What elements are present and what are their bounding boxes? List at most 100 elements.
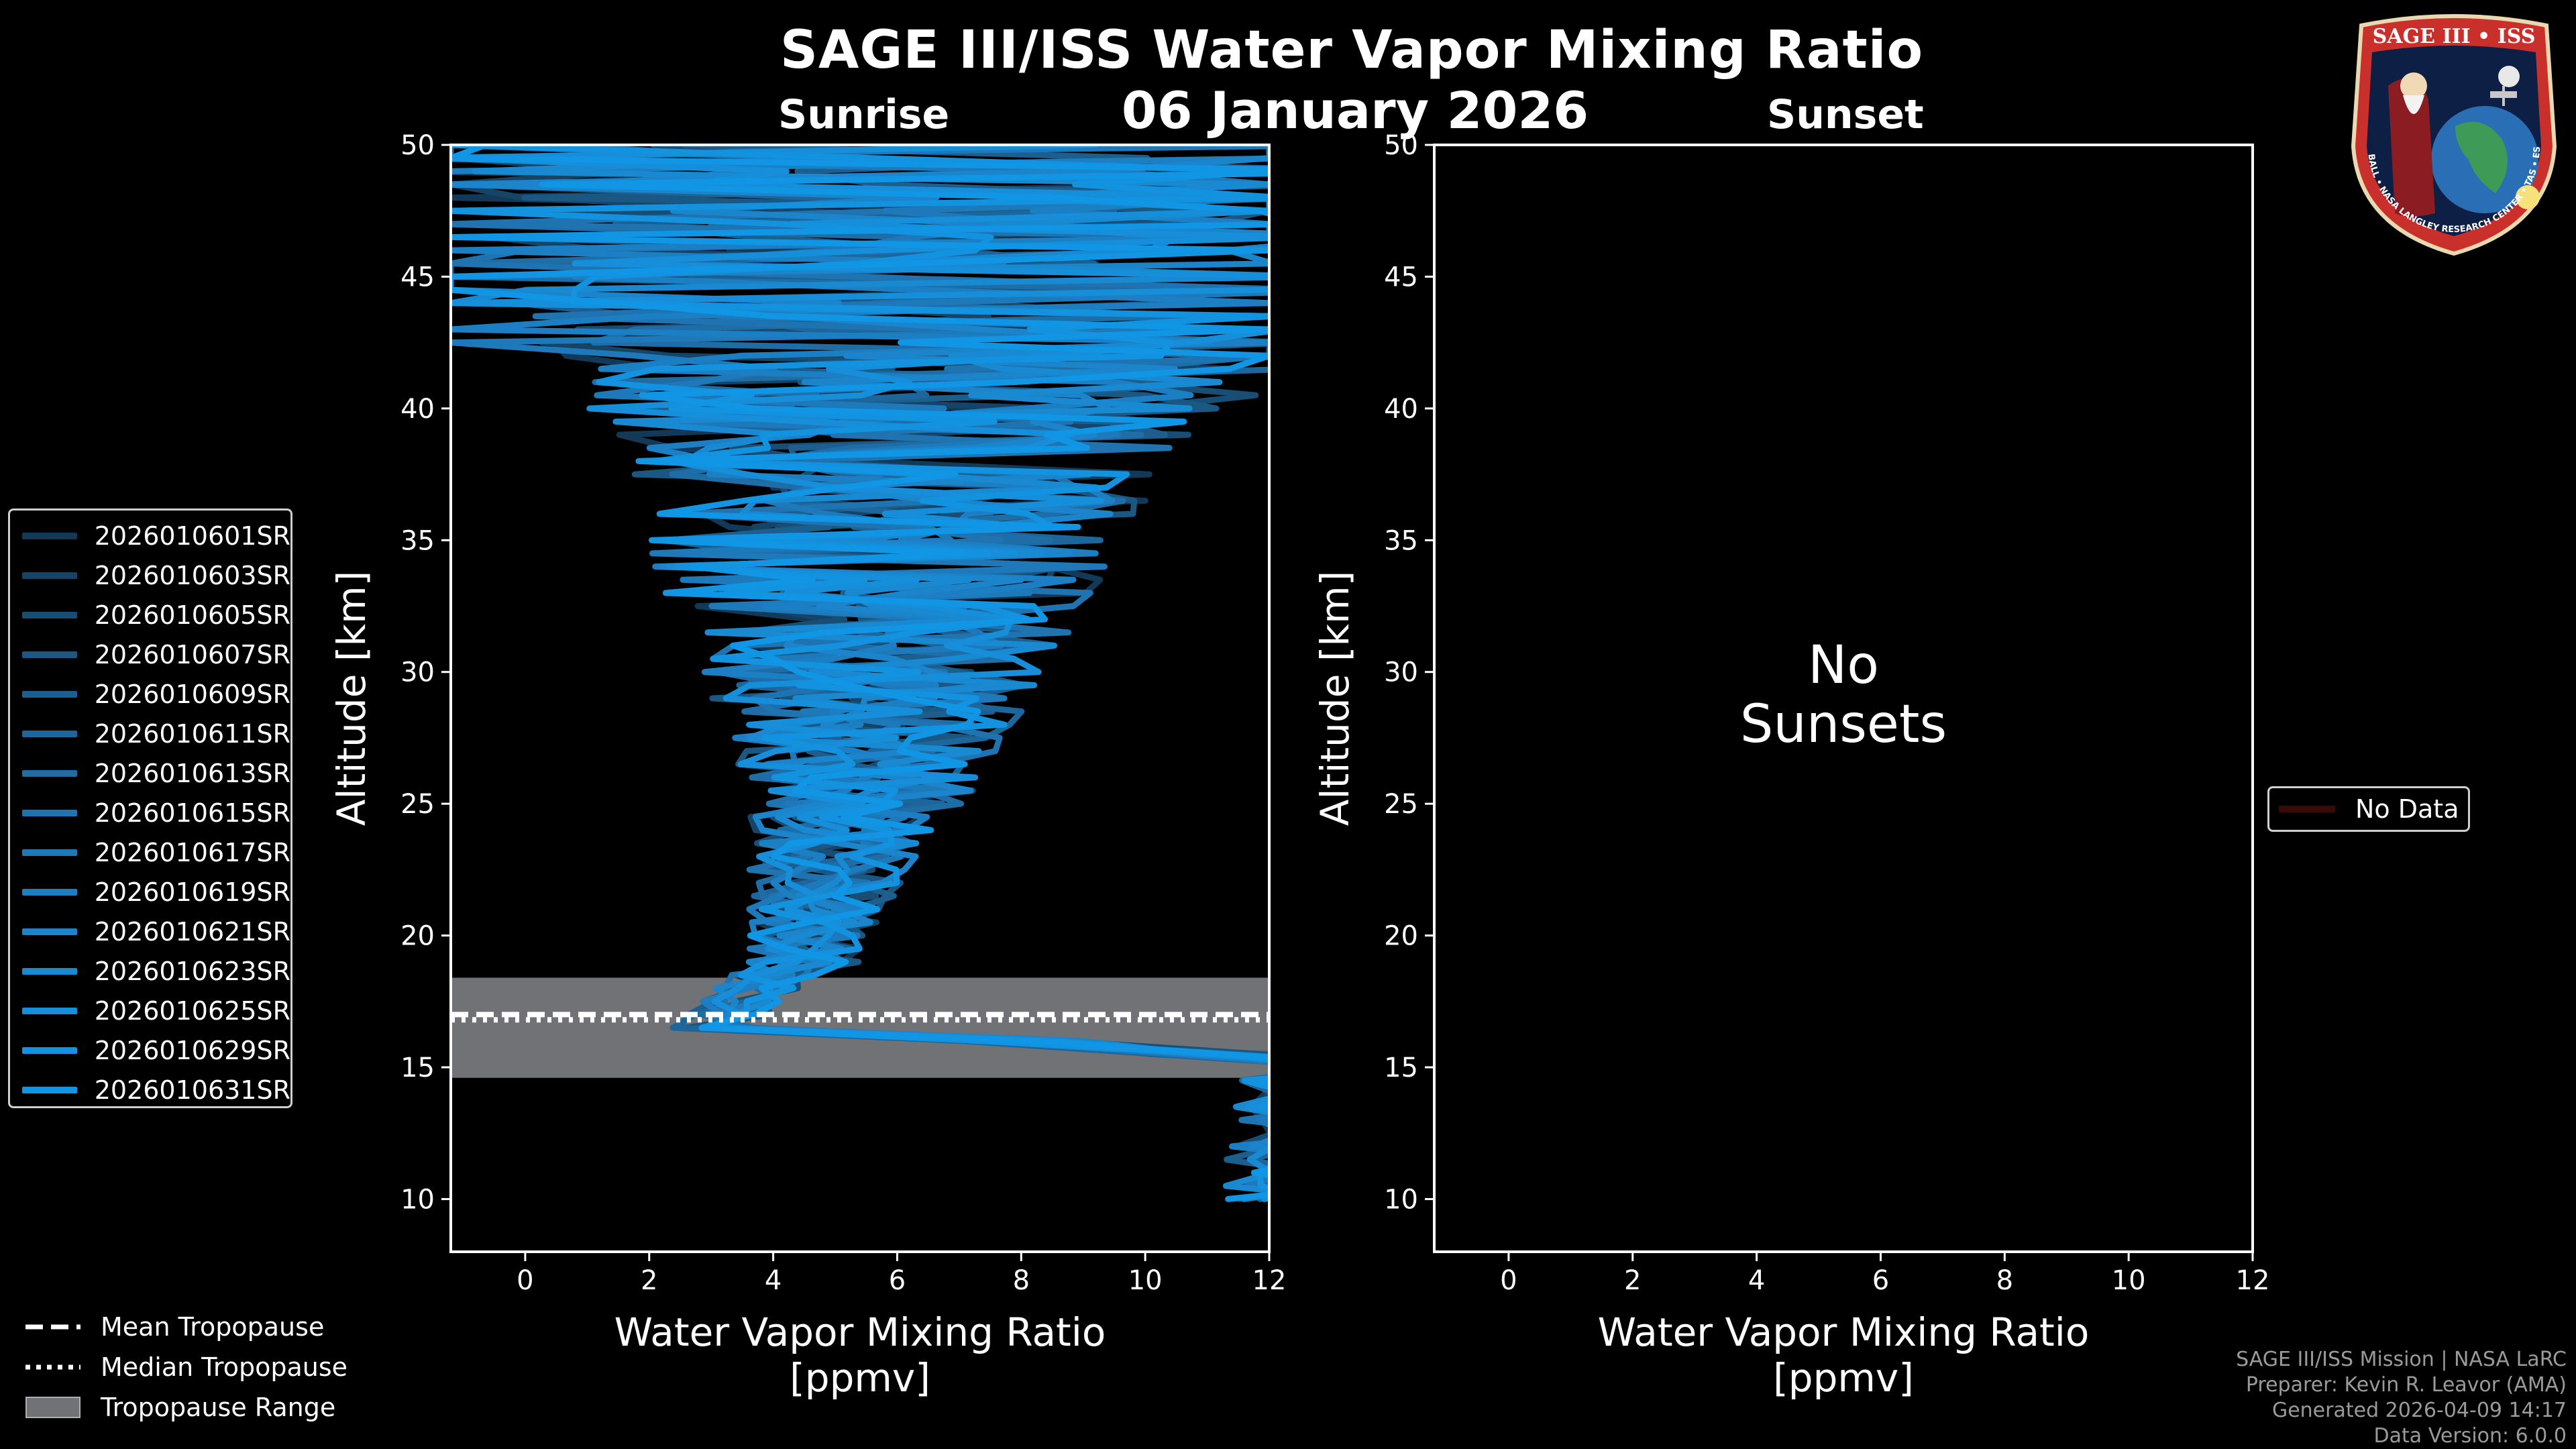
legend-item-2026010619SR: 2026010619SR [10, 872, 290, 912]
legend-swatch [22, 967, 77, 975]
legend-label: 2026010615SR [94, 798, 290, 828]
plot-area [451, 145, 1269, 1202]
x-tick-label: 12 [1252, 1265, 1287, 1296]
plot-frame [1433, 144, 2254, 1253]
logo-title-text: SAGE III • ISS [2373, 25, 2536, 48]
legend-label: 2026010613SR [94, 758, 290, 788]
no-data-label: No Data [2355, 794, 2459, 824]
legend-swatch [22, 651, 77, 658]
legend-item-2026010601SR: 2026010601SR [10, 516, 290, 555]
legend-swatch [22, 928, 77, 935]
y-tick-label: 30 [400, 657, 435, 688]
legend-label: 2026010601SR [94, 521, 290, 551]
mean-tropopause-label: Mean Tropopause [101, 1312, 325, 1342]
y-tick-label: 50 [1384, 130, 1418, 161]
y-tick-label: 20 [1384, 921, 1418, 952]
legend-label: 2026010609SR [94, 679, 290, 709]
legend-swatch [22, 611, 77, 619]
y-tick-label: 35 [400, 525, 435, 556]
chart-title: SAGE III/ISS Water Vapor Mixing Ratio [780, 20, 1924, 80]
tropopause-range-band [451, 977, 1269, 1078]
legend-item-2026010615SR: 2026010615SR [10, 793, 290, 833]
tropopause-legend: Mean Tropopause Median Tropopause Tropop… [25, 1307, 347, 1428]
tropopause-range-label: Tropopause Range [101, 1393, 336, 1422]
y-axis-label: Altitude [km] [1312, 571, 1358, 826]
x-tick-label: 6 [889, 1265, 906, 1296]
panel-sunset: 0 2 4 6 8 10 12 10 15 20 25 30 35 40 45 50 Water Vapor M… [1312, 130, 2269, 1401]
legend-item-2026010603SR: 2026010603SR [10, 555, 290, 595]
sage-iii-mission-logo: SAGE III • ISS BALL • NASA LANGLEY RESEA… [2341, 12, 2557, 256]
legend-label: 2026010621SR [94, 916, 290, 947]
legend-item-2026010629SR: 2026010629SR [10, 1030, 290, 1070]
x-axis-label: [ppmv] [1773, 1355, 1914, 1401]
chart-date: 06 January 2026 [1121, 80, 1589, 140]
y-tick-label: 45 [1384, 262, 1418, 292]
x-tick-label: 8 [1996, 1265, 2013, 1296]
y-tick-label: 40 [400, 394, 435, 425]
legend-item-2026010609SR: 2026010609SR [10, 674, 290, 714]
sunset-legend: No Data [2267, 786, 2470, 832]
panel-sunrise: 0 2 4 6 8 10 12 10 15 20 25 30 35 40 45 50 Water Vapor M… [329, 130, 1287, 1401]
series-line-2026010631SR [451, 145, 1269, 1202]
legend-swatch [22, 572, 77, 579]
legend-item-2026010605SR: 2026010605SR [10, 595, 290, 635]
legend-swatch [22, 1086, 77, 1093]
y-tick-label: 35 [1384, 525, 1418, 556]
legend-label: 2026010611SR [94, 718, 290, 749]
legend-label: 2026010631SR [94, 1075, 290, 1105]
legend-swatch [22, 1046, 77, 1054]
legend-swatch [22, 690, 77, 698]
legend-swatch [22, 809, 77, 816]
legend-swatch [22, 769, 77, 777]
legend-swatch [22, 532, 77, 539]
sunrise-panel-title: Sunrise [778, 91, 950, 138]
credits-footer: SAGE III/ISS Mission | NASA LaRC Prepare… [2236, 1347, 2567, 1449]
x-tick-label: 4 [765, 1265, 782, 1296]
y-tick-label: 40 [1384, 394, 1418, 425]
legend-label: 2026010617SR [94, 837, 290, 867]
x-tick-label: 0 [1500, 1265, 1517, 1296]
credits-version: Data Version: 6.0.0 [2373, 1424, 2567, 1448]
x-axis-label: Water Vapor Mixing Ratio [614, 1309, 1106, 1355]
sunrise-legend: 2026010601SR 2026010603SR 2026010605SR 2026… [8, 508, 292, 1108]
legend-item-2026010617SR: 2026010617SR [10, 833, 290, 872]
x-tick-label: 2 [1624, 1265, 1641, 1296]
legend-swatch [22, 730, 77, 737]
legend-label: 2026010607SR [94, 639, 290, 669]
y-tick-label: 15 [1384, 1053, 1418, 1083]
median-tropopause-label: Median Tropopause [101, 1352, 347, 1382]
no-sunsets-annotation: Sunsets [1740, 694, 1947, 755]
legend-label: 2026010603SR [94, 560, 290, 590]
plot-frame [449, 144, 1271, 1253]
sunset-panel-title: Sunset [1767, 91, 1924, 138]
range-patch-swatch [25, 1397, 80, 1418]
no-sunsets-annotation: No [1808, 635, 1879, 696]
x-tick-label: 0 [517, 1265, 533, 1296]
x-tick-label: 12 [2236, 1265, 2270, 1296]
legend-item-2026010623SR: 2026010623SR [10, 951, 290, 991]
y-tick-label: 20 [400, 921, 435, 952]
x-axis-label: [ppmv] [790, 1355, 930, 1401]
x-tick-label: 6 [1872, 1265, 1889, 1296]
legend-swatch [22, 888, 77, 896]
y-tick-label: 45 [400, 262, 435, 292]
y-axis-label: Altitude [km] [329, 571, 374, 826]
credits-generated: Generated 2026-04-09 14:17 [2271, 1399, 2567, 1422]
legend-label: 2026010629SR [94, 1035, 290, 1065]
legend-item-2026010611SR: 2026010611SR [10, 714, 290, 753]
y-tick-label: 25 [400, 789, 435, 820]
y-tick-label: 50 [400, 130, 435, 161]
x-tick-label: 8 [1013, 1265, 1030, 1296]
legend-swatch [22, 1007, 77, 1014]
tropopause-range-legend-item: Tropopause Range [25, 1387, 347, 1428]
legend-item-2026010631SR: 2026010631SR [10, 1070, 290, 1110]
legend-label: 2026010625SR [94, 996, 290, 1026]
legend-item-2026010607SR: 2026010607SR [10, 635, 290, 674]
dotted-line-swatch [25, 1364, 80, 1370]
legend-item-2026010621SR: 2026010621SR [10, 912, 290, 951]
credits-preparer: Preparer: Kevin R. Leavor (AMA) [2245, 1373, 2567, 1397]
legend-swatch [22, 849, 77, 856]
legend-label: 2026010619SR [94, 877, 290, 907]
y-tick-label: 10 [1384, 1184, 1418, 1215]
